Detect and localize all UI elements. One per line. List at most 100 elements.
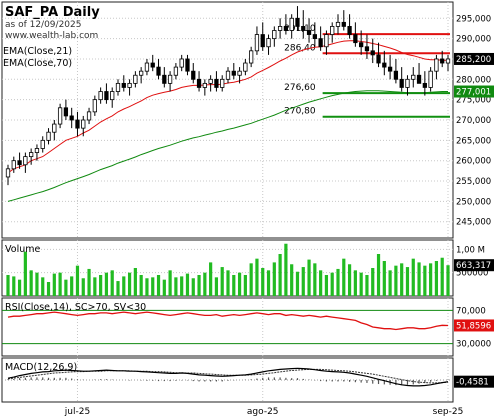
volume-bar xyxy=(429,263,433,296)
candle xyxy=(220,75,225,92)
volume-bars xyxy=(6,243,450,296)
candle xyxy=(179,54,184,72)
candle xyxy=(5,164,11,186)
x-axis: jul-25 ago-25 sep-25 xyxy=(64,407,464,417)
candle-body xyxy=(5,168,11,178)
volume-bar xyxy=(133,268,137,296)
candle xyxy=(260,22,265,51)
candle xyxy=(237,67,242,84)
candle xyxy=(196,71,202,92)
candlesticks xyxy=(5,6,451,186)
candle xyxy=(324,30,329,55)
candle xyxy=(243,58,248,76)
volume-bar xyxy=(295,271,300,296)
volume-bar xyxy=(353,270,357,296)
candle-body xyxy=(110,91,115,101)
volume-bar xyxy=(342,258,346,296)
volume-bar xyxy=(46,282,51,296)
candle xyxy=(364,34,370,59)
candle-body xyxy=(150,62,155,68)
candle xyxy=(249,46,254,68)
candle-body xyxy=(214,78,219,88)
candle-body xyxy=(98,91,103,101)
candle-body xyxy=(289,17,294,31)
candle-body xyxy=(202,82,207,88)
candle-body xyxy=(29,152,34,158)
volume-bar xyxy=(313,263,317,296)
ema70-legend: EMA(Close,70) xyxy=(3,58,72,69)
candle xyxy=(411,67,416,88)
candle xyxy=(214,71,219,92)
candle xyxy=(254,26,260,55)
price-tick-label: 280,000 xyxy=(456,75,491,85)
volume-tick-label: 500000 xyxy=(456,269,488,279)
candle xyxy=(318,26,323,51)
candle-body xyxy=(428,70,433,88)
candle xyxy=(150,54,155,72)
candle xyxy=(208,75,213,92)
candle-body xyxy=(399,78,404,88)
rsi-last-tag-bg xyxy=(454,319,494,332)
candle-body xyxy=(422,82,427,88)
candle-body xyxy=(104,91,109,101)
candle-body xyxy=(92,99,97,113)
volume-bar xyxy=(168,270,172,296)
volume-last-tag-bg xyxy=(454,259,494,272)
candle-body xyxy=(306,30,312,35)
candle-body xyxy=(231,70,236,76)
volume-bar xyxy=(41,277,45,296)
candle-body xyxy=(57,107,63,125)
candle-body xyxy=(167,74,173,84)
candle-body xyxy=(225,70,231,80)
candle-body xyxy=(156,66,161,76)
candle xyxy=(422,71,427,96)
price-tick-label: 260,000 xyxy=(456,157,491,167)
candle-body xyxy=(162,74,167,84)
candle xyxy=(416,63,422,84)
macd-last-tag-bg xyxy=(454,375,494,388)
level-lines: 291,10 286,40 276,60 270,80 xyxy=(284,24,450,118)
volume-bar xyxy=(237,272,242,296)
volume-bar xyxy=(249,263,253,296)
volume-bar xyxy=(70,276,74,296)
volume-tick-label: 1,00 M xyxy=(456,245,485,255)
x-tick-label: sep-25 xyxy=(433,407,464,417)
candle xyxy=(156,58,161,80)
candle xyxy=(17,152,22,169)
volume-bar xyxy=(284,243,288,296)
candle-body xyxy=(405,78,410,88)
candle-body xyxy=(127,82,132,88)
level-label: 276,60 xyxy=(284,83,316,93)
volume-bar xyxy=(226,270,230,296)
candle-body xyxy=(40,139,45,149)
candle-body xyxy=(139,70,144,76)
volume-bar xyxy=(400,263,404,296)
volume-bar xyxy=(290,264,294,296)
volume-bar xyxy=(29,270,33,296)
candle-body xyxy=(243,62,248,72)
candle xyxy=(162,67,167,88)
volume-bar xyxy=(347,264,352,296)
candle xyxy=(63,99,69,120)
volume-bar xyxy=(266,270,271,296)
chart-title: SAF_PA Daily xyxy=(5,5,100,20)
last-close-tag: 285,200 xyxy=(456,55,491,65)
level-label: 270,80 xyxy=(284,107,316,117)
volume-bar xyxy=(376,254,381,296)
rsi-tick-label: 30,0000 xyxy=(456,340,491,350)
candle xyxy=(92,95,97,116)
volume-bar xyxy=(156,275,161,296)
candle-body xyxy=(173,66,179,76)
macd-path xyxy=(7,367,449,387)
ema70-line xyxy=(7,90,448,202)
candle-body xyxy=(86,111,92,121)
candle xyxy=(399,67,404,92)
volume-bar xyxy=(122,276,126,296)
candle xyxy=(34,144,40,161)
candle-body xyxy=(324,34,329,48)
volume-bar xyxy=(87,268,91,296)
volume-bar xyxy=(371,268,375,296)
candle xyxy=(428,67,433,92)
candle-body xyxy=(341,21,346,27)
